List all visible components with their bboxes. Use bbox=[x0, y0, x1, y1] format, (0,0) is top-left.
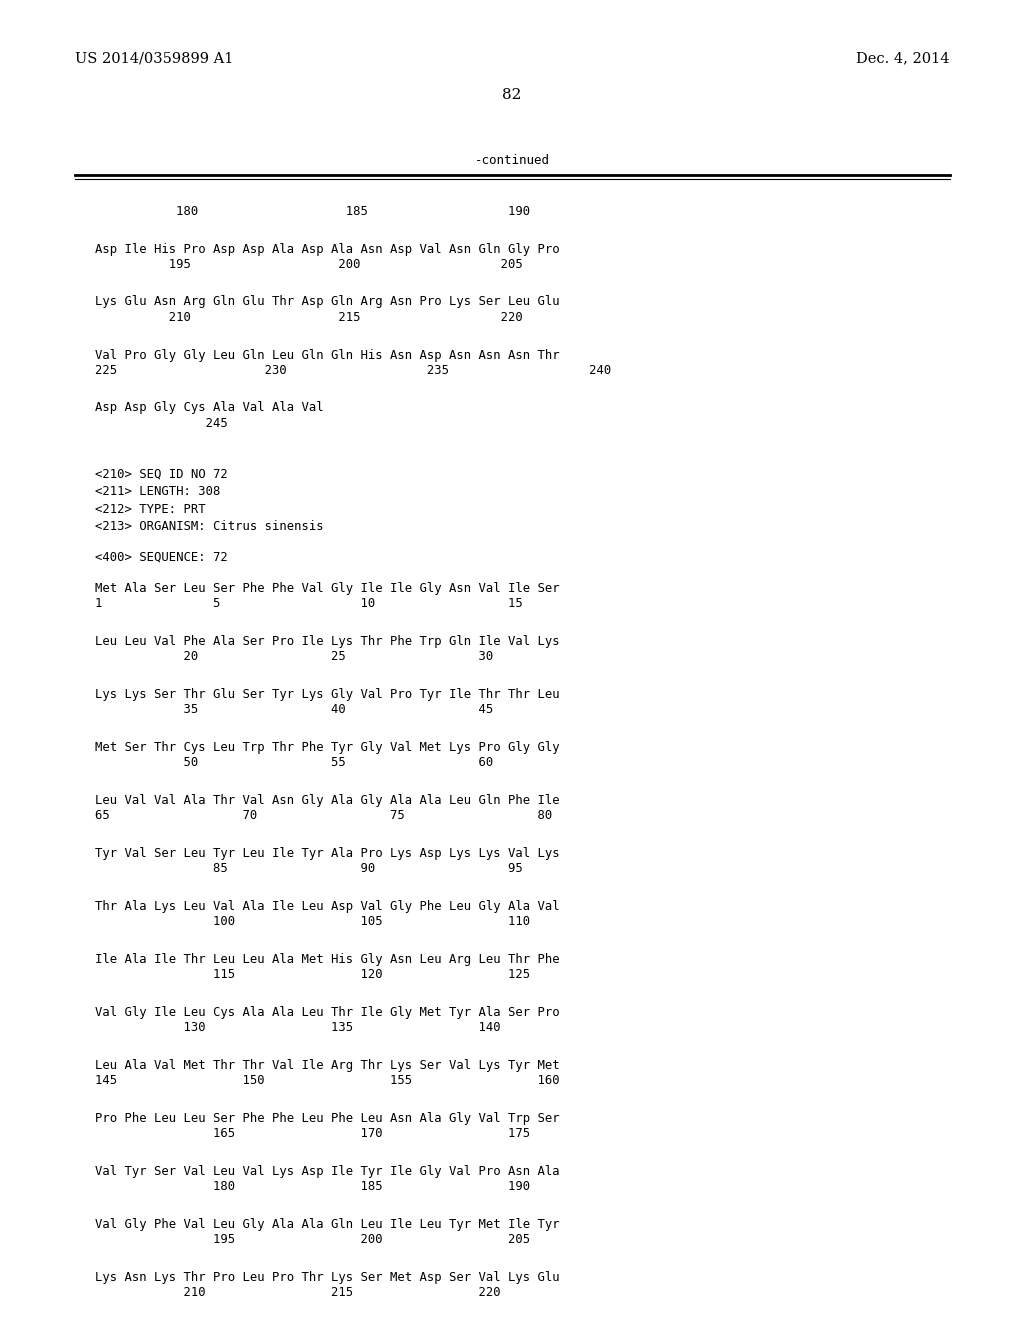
Text: <211> LENGTH: 308: <211> LENGTH: 308 bbox=[95, 486, 220, 498]
Text: Ile Ala Ile Thr Leu Leu Ala Met His Gly Asn Leu Arg Leu Thr Phe: Ile Ala Ile Thr Leu Leu Ala Met His Gly … bbox=[95, 953, 560, 966]
Text: 1               5                   10                  15: 1 5 10 15 bbox=[95, 597, 522, 610]
Text: Asp Asp Gly Cys Ala Val Ala Val: Asp Asp Gly Cys Ala Val Ala Val bbox=[95, 401, 324, 414]
Text: Thr Ala Lys Leu Val Ala Ile Leu Asp Val Gly Phe Leu Gly Ala Val: Thr Ala Lys Leu Val Ala Ile Leu Asp Val … bbox=[95, 900, 560, 912]
Text: 225                    230                   235                   240: 225 230 235 240 bbox=[95, 364, 611, 378]
Text: Val Tyr Ser Val Leu Val Lys Asp Ile Tyr Ile Gly Val Pro Asn Ala: Val Tyr Ser Val Leu Val Lys Asp Ile Tyr … bbox=[95, 1164, 560, 1177]
Text: Lys Glu Asn Arg Gln Glu Thr Asp Gln Arg Asn Pro Lys Ser Leu Glu: Lys Glu Asn Arg Gln Glu Thr Asp Gln Arg … bbox=[95, 296, 560, 309]
Text: Leu Leu Val Phe Ala Ser Pro Ile Lys Thr Phe Trp Gln Ile Val Lys: Leu Leu Val Phe Ala Ser Pro Ile Lys Thr … bbox=[95, 635, 560, 648]
Text: Leu Ala Val Met Thr Thr Val Ile Arg Thr Lys Ser Val Lys Tyr Met: Leu Ala Val Met Thr Thr Val Ile Arg Thr … bbox=[95, 1059, 560, 1072]
Text: 195                 200                 205: 195 200 205 bbox=[95, 1233, 530, 1246]
Text: 20                  25                  30: 20 25 30 bbox=[95, 651, 494, 663]
Text: Val Gly Phe Val Leu Gly Ala Ala Gln Leu Ile Leu Tyr Met Ile Tyr: Val Gly Phe Val Leu Gly Ala Ala Gln Leu … bbox=[95, 1217, 560, 1230]
Text: <212> TYPE: PRT: <212> TYPE: PRT bbox=[95, 503, 206, 516]
Text: 145                 150                 155                 160: 145 150 155 160 bbox=[95, 1074, 560, 1088]
Text: 82: 82 bbox=[503, 88, 521, 102]
Text: -continued: -continued bbox=[474, 153, 550, 166]
Text: 245: 245 bbox=[95, 417, 227, 430]
Text: 50                  55                  60: 50 55 60 bbox=[95, 756, 494, 770]
Text: Asp Ile His Pro Asp Asp Ala Asp Ala Asn Asp Val Asn Gln Gly Pro: Asp Ile His Pro Asp Asp Ala Asp Ala Asn … bbox=[95, 243, 560, 256]
Text: Met Ser Thr Cys Leu Trp Thr Phe Tyr Gly Val Met Lys Pro Gly Gly: Met Ser Thr Cys Leu Trp Thr Phe Tyr Gly … bbox=[95, 741, 560, 754]
Text: <400> SEQUENCE: 72: <400> SEQUENCE: 72 bbox=[95, 550, 227, 564]
Text: 195                    200                   205: 195 200 205 bbox=[95, 257, 522, 271]
Text: <213> ORGANISM: Citrus sinensis: <213> ORGANISM: Citrus sinensis bbox=[95, 520, 324, 533]
Text: Lys Asn Lys Thr Pro Leu Pro Thr Lys Ser Met Asp Ser Val Lys Glu: Lys Asn Lys Thr Pro Leu Pro Thr Lys Ser … bbox=[95, 1271, 560, 1283]
Text: 210                 215                 220: 210 215 220 bbox=[95, 1286, 501, 1299]
Text: 210                    215                   220: 210 215 220 bbox=[95, 312, 522, 323]
Text: <210> SEQ ID NO 72: <210> SEQ ID NO 72 bbox=[95, 467, 227, 480]
Text: 180                    185                   190: 180 185 190 bbox=[95, 205, 530, 218]
Text: 35                  40                  45: 35 40 45 bbox=[95, 704, 494, 717]
Text: US 2014/0359899 A1: US 2014/0359899 A1 bbox=[75, 51, 233, 65]
Text: Val Pro Gly Gly Leu Gln Leu Gln Gln His Asn Asp Asn Asn Asn Thr: Val Pro Gly Gly Leu Gln Leu Gln Gln His … bbox=[95, 348, 560, 362]
Text: 65                  70                  75                  80: 65 70 75 80 bbox=[95, 809, 552, 822]
Text: 85                  90                  95: 85 90 95 bbox=[95, 862, 522, 875]
Text: Dec. 4, 2014: Dec. 4, 2014 bbox=[856, 51, 950, 65]
Text: Leu Val Val Ala Thr Val Asn Gly Ala Gly Ala Ala Leu Gln Phe Ile: Leu Val Val Ala Thr Val Asn Gly Ala Gly … bbox=[95, 793, 560, 807]
Text: Lys Lys Ser Thr Glu Ser Tyr Lys Gly Val Pro Tyr Ile Thr Thr Leu: Lys Lys Ser Thr Glu Ser Tyr Lys Gly Val … bbox=[95, 688, 560, 701]
Text: 165                 170                 175: 165 170 175 bbox=[95, 1127, 530, 1140]
Text: Val Gly Ile Leu Cys Ala Ala Leu Thr Ile Gly Met Tyr Ala Ser Pro: Val Gly Ile Leu Cys Ala Ala Leu Thr Ile … bbox=[95, 1006, 560, 1019]
Text: 115                 120                 125: 115 120 125 bbox=[95, 968, 530, 981]
Text: 100                 105                 110: 100 105 110 bbox=[95, 915, 530, 928]
Text: 180                 185                 190: 180 185 190 bbox=[95, 1180, 530, 1193]
Text: Tyr Val Ser Leu Tyr Leu Ile Tyr Ala Pro Lys Asp Lys Lys Val Lys: Tyr Val Ser Leu Tyr Leu Ile Tyr Ala Pro … bbox=[95, 846, 560, 859]
Text: 130                 135                 140: 130 135 140 bbox=[95, 1022, 501, 1034]
Text: Met Ala Ser Leu Ser Phe Phe Val Gly Ile Ile Gly Asn Val Ile Ser: Met Ala Ser Leu Ser Phe Phe Val Gly Ile … bbox=[95, 582, 560, 594]
Text: Pro Phe Leu Leu Ser Phe Phe Leu Phe Leu Asn Ala Gly Val Trp Ser: Pro Phe Leu Leu Ser Phe Phe Leu Phe Leu … bbox=[95, 1111, 560, 1125]
